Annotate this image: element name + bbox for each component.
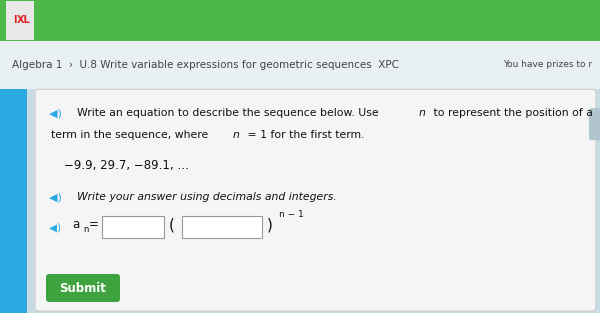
Text: ): ) xyxy=(267,217,273,232)
Text: ◀︎): ◀︎) xyxy=(49,192,62,202)
Text: −9.9, 29.7, −89.1, …: −9.9, 29.7, −89.1, … xyxy=(64,159,189,172)
FancyBboxPatch shape xyxy=(35,89,596,311)
Text: n − 1: n − 1 xyxy=(279,210,304,219)
Text: Algebra 1  ›  U.8 Write variable expressions for geometric sequences  XPC: Algebra 1 › U.8 Write variable expressio… xyxy=(12,60,399,70)
Text: a: a xyxy=(72,218,79,231)
FancyBboxPatch shape xyxy=(6,1,34,40)
Text: Submit: Submit xyxy=(59,281,106,295)
FancyBboxPatch shape xyxy=(46,274,120,302)
Text: ◀︎): ◀︎) xyxy=(49,108,62,118)
Text: Write an equation to describe the sequence below. Use: Write an equation to describe the sequen… xyxy=(77,108,382,118)
Text: =: = xyxy=(89,218,99,231)
Text: You have prizes to r: You have prizes to r xyxy=(503,60,592,69)
Text: n: n xyxy=(83,225,89,234)
Text: XL: XL xyxy=(16,15,30,25)
Bar xyxy=(0,41,600,89)
Text: n: n xyxy=(233,130,240,140)
Text: to represent the position of a: to represent the position of a xyxy=(430,108,593,118)
FancyBboxPatch shape xyxy=(182,216,262,238)
Text: = 1 for the first term.: = 1 for the first term. xyxy=(244,130,365,140)
Text: I: I xyxy=(13,15,16,25)
Text: Write your answer using decimals and integers.: Write your answer using decimals and int… xyxy=(77,192,337,202)
Text: term in the sequence, where: term in the sequence, where xyxy=(51,130,212,140)
FancyBboxPatch shape xyxy=(589,108,600,140)
Text: n: n xyxy=(419,108,426,118)
FancyBboxPatch shape xyxy=(102,216,164,238)
Bar xyxy=(0,89,27,313)
Bar xyxy=(0,0,600,41)
Text: (: ( xyxy=(169,217,175,232)
Text: ◀︎): ◀︎) xyxy=(49,222,61,232)
